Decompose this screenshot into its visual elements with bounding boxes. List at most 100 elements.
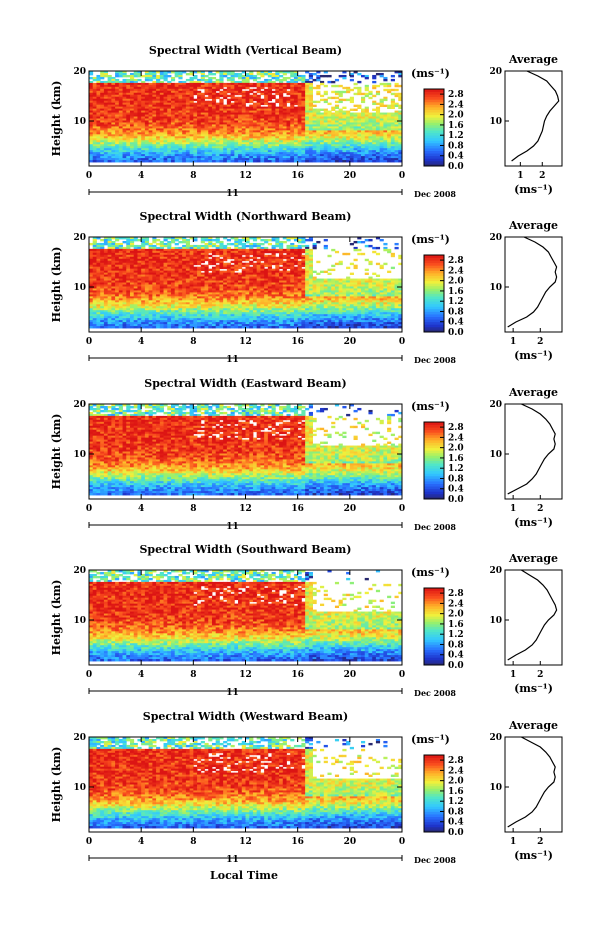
heatmap-cell [245,272,250,276]
heatmap-cell [320,270,325,274]
heatmap-cell [327,146,332,149]
heatmap-cell [286,136,291,139]
heatmap-cell [252,126,258,129]
heatmap-cell [182,250,187,254]
heatmap-cell [282,270,287,274]
heatmap-cell [107,252,112,256]
heatmap-cell [174,146,179,149]
heatmap-cell [226,276,231,279]
heatmap-cell [215,148,220,151]
colorbar-segment [424,99,444,103]
heatmap-cell [372,144,377,147]
heatmap-cell [144,98,150,102]
heatmap-cell [170,100,176,104]
heatmap-cell [245,237,250,240]
heatmap-cell [118,252,123,256]
heatmap-cell [383,120,388,123]
heatmap-cell [346,134,351,137]
heatmap-cell [103,280,109,283]
heatmap-cell [249,260,254,264]
heatmap-cell [211,96,217,100]
heatmap-cell [215,71,220,74]
heatmap-cell [290,260,295,264]
heatmap-cell [178,136,183,139]
heatmap-cell [293,128,299,131]
heatmap-cell [290,254,295,258]
heatmap-cell [107,110,112,113]
heatmap-cell [141,100,146,104]
heatmap-cell [293,280,299,283]
heatmap-cell [141,272,146,276]
heatmap-cell [361,154,366,157]
heatmap-cell [92,254,97,258]
heatmap-cell [115,138,120,141]
heatmap-cell [383,140,388,143]
heatmap-cell [238,114,243,117]
heatmap-cell [368,152,373,155]
heatmap-cell [372,128,377,131]
heatmap-cell [338,116,343,119]
heatmap-cell [353,150,358,153]
heatmap-cell [286,76,291,80]
heatmap-cell [271,108,276,111]
heatmap-cell [141,238,146,242]
heatmap-cell [305,140,310,143]
heatmap-cell [144,238,150,242]
heatmap-cell [193,136,198,139]
heatmap-cell [290,108,295,111]
heatmap-cell [331,122,336,125]
heatmap-cell [219,128,224,131]
heatmap-cell [238,84,243,88]
heatmap-cell [100,140,105,143]
heatmap-cell [282,132,287,135]
heatmap-cell [144,120,150,123]
heatmap-cell [107,132,112,135]
heatmap-cell [353,122,358,125]
heatmap-cell [126,118,131,121]
heatmap-cell [118,268,123,272]
heatmap-cell [211,276,217,279]
heatmap-cell [282,142,287,145]
heatmap-cell [305,248,310,252]
heatmap-cell [260,146,265,149]
heatmap-cell [286,108,291,111]
heatmap-cell [152,80,157,84]
heatmap-cell [193,106,198,110]
heatmap-cell [390,102,395,106]
heatmap-cell [238,130,243,133]
heatmap-cell [279,112,284,115]
heatmap-cell [297,264,302,268]
heatmap-cell [137,244,142,248]
heatmap-cell [394,132,399,135]
heatmap-cell [275,262,280,266]
heatmap-cell [223,138,228,141]
heatmap-cell [96,132,101,135]
heatmap-cell [301,82,306,86]
heatmap-cell [267,258,272,262]
heatmap-cell [241,150,246,153]
heatmap-cell [170,148,176,151]
heatmap-cell [144,148,150,151]
heatmap-cell [100,94,105,98]
heatmap-cell [312,156,317,159]
heatmap-cell [96,74,101,78]
heatmap-cell [148,132,153,135]
heatmap-cell [353,86,358,90]
heatmap-cell [383,242,388,246]
heatmap-cell [293,270,299,274]
heatmap-cell [200,252,205,256]
heatmap-cell [241,154,246,157]
heatmap-cell [331,150,336,153]
heatmap-cell [111,160,116,163]
heatmap-cell [156,150,161,153]
heatmap-cell [111,104,116,108]
heatmap-cell [89,284,94,287]
heatmap-cell [111,264,116,268]
heatmap-cell [361,152,366,155]
heatmap-cell [163,150,168,153]
heatmap-cell [252,92,258,96]
heatmap-cell [200,282,205,285]
heatmap-cell [189,110,194,113]
heatmap-cell [137,74,142,78]
heatmap-cell [204,238,209,242]
